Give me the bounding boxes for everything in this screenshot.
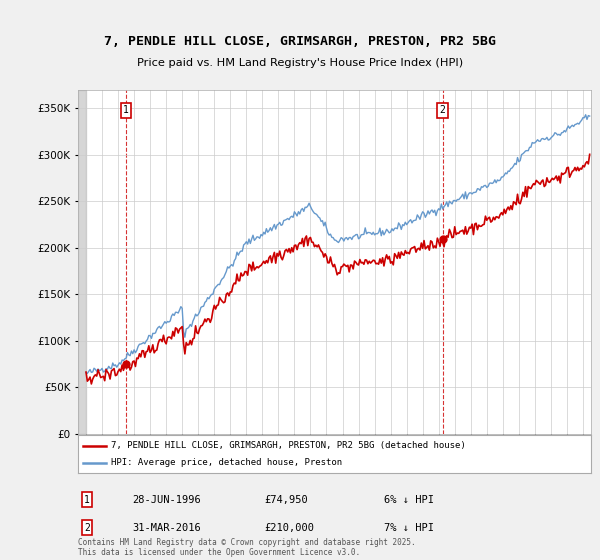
Text: 7% ↓ HPI: 7% ↓ HPI — [384, 522, 434, 533]
Text: 2: 2 — [84, 522, 90, 533]
Bar — [78, 90, 86, 434]
Text: 1: 1 — [123, 105, 129, 115]
Text: £210,000: £210,000 — [264, 522, 314, 533]
Text: 7, PENDLE HILL CLOSE, GRIMSARGH, PRESTON, PR2 5BG (detached house): 7, PENDLE HILL CLOSE, GRIMSARGH, PRESTON… — [112, 441, 466, 450]
Text: 6% ↓ HPI: 6% ↓ HPI — [384, 494, 434, 505]
Text: 28-JUN-1996: 28-JUN-1996 — [132, 494, 201, 505]
Text: HPI: Average price, detached house, Preston: HPI: Average price, detached house, Pres… — [112, 458, 343, 467]
Text: 31-MAR-2016: 31-MAR-2016 — [132, 522, 201, 533]
Text: 2: 2 — [440, 105, 446, 115]
Text: £74,950: £74,950 — [264, 494, 308, 505]
Text: 7, PENDLE HILL CLOSE, GRIMSARGH, PRESTON, PR2 5BG: 7, PENDLE HILL CLOSE, GRIMSARGH, PRESTON… — [104, 35, 496, 48]
Text: Contains HM Land Registry data © Crown copyright and database right 2025.
This d: Contains HM Land Registry data © Crown c… — [78, 538, 416, 557]
Text: 1: 1 — [84, 494, 90, 505]
Text: Price paid vs. HM Land Registry's House Price Index (HPI): Price paid vs. HM Land Registry's House … — [137, 58, 463, 68]
